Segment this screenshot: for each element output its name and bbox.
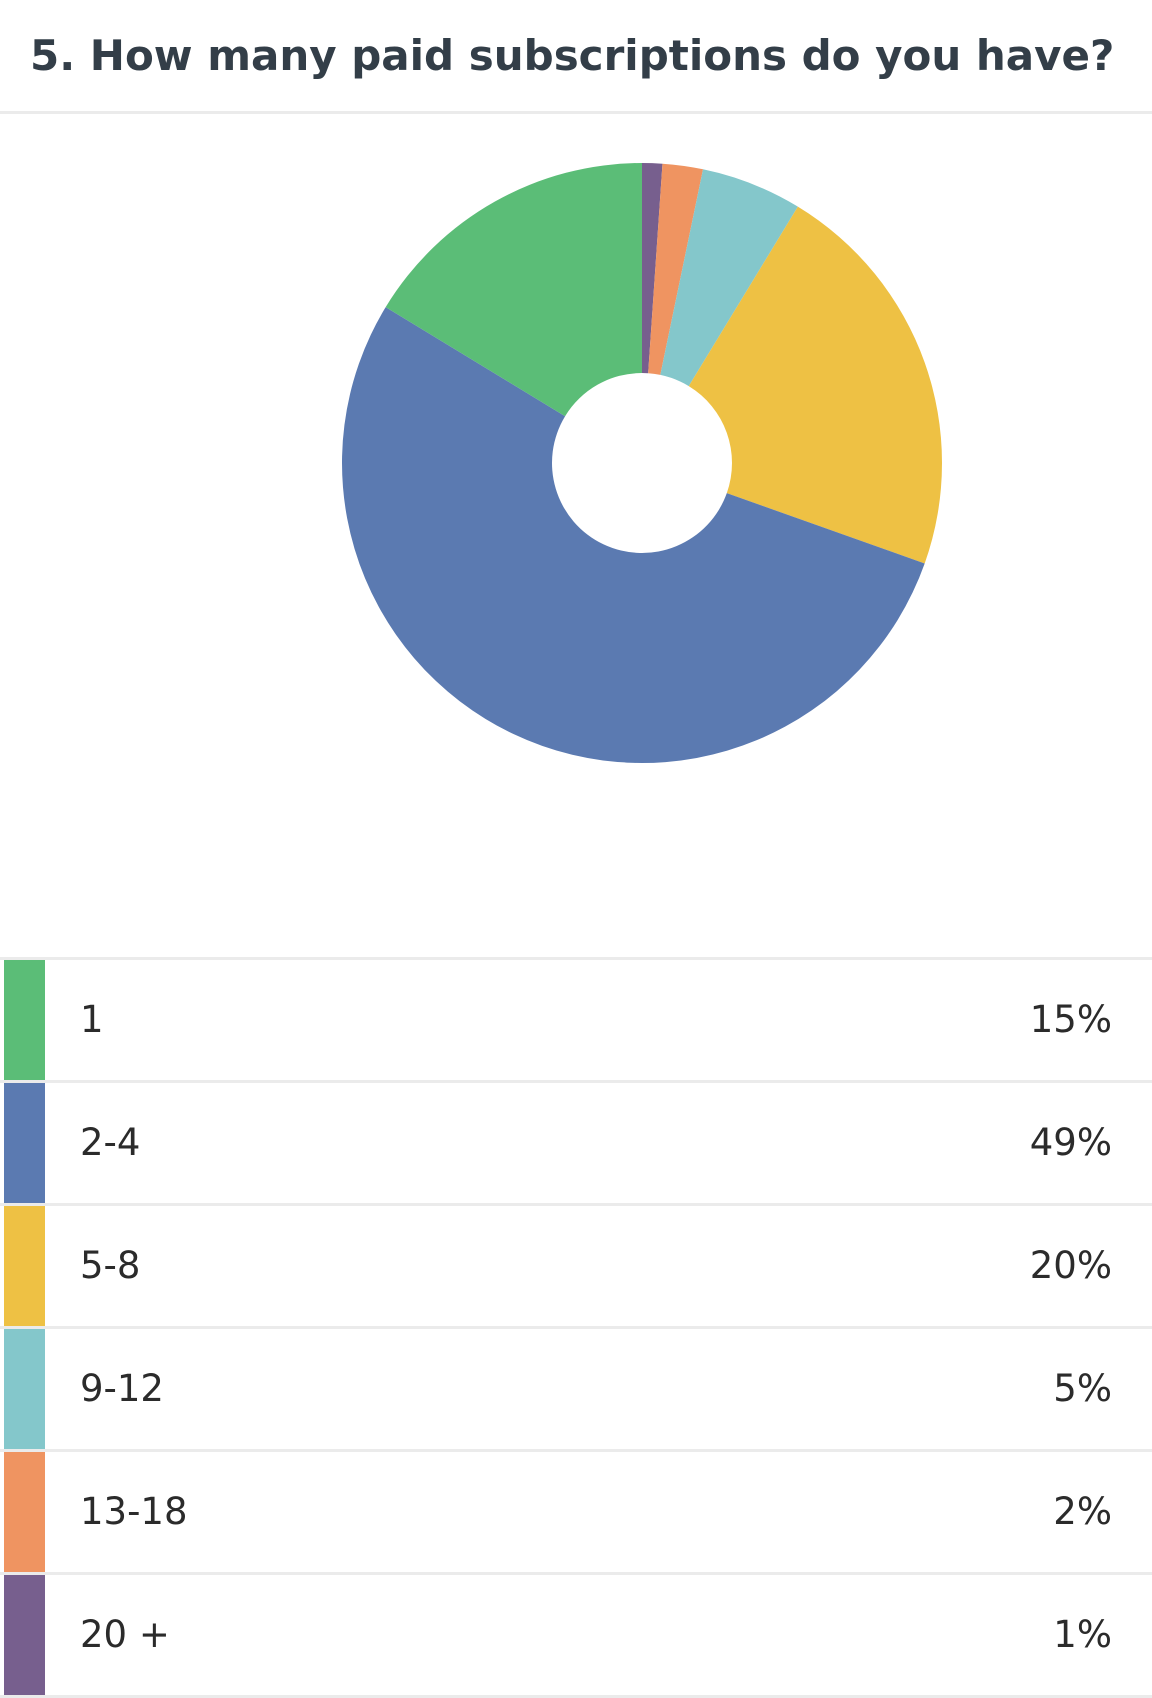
legend-label: 13-18 — [80, 1490, 188, 1533]
legend-swatch — [4, 1083, 45, 1203]
legend-label: 5-8 — [80, 1244, 141, 1287]
legend-value: 1% — [1053, 1613, 1112, 1656]
legend-label: 9-12 — [80, 1367, 164, 1410]
legend-label: 2-4 — [80, 1121, 141, 1164]
legend-row: 1 15% — [0, 960, 1152, 1083]
legend-row: 5-8 20% — [0, 1206, 1152, 1329]
legend-swatch — [4, 960, 45, 1080]
legend-value: 20% — [1029, 1244, 1112, 1287]
legend-value: 2% — [1053, 1490, 1112, 1533]
question-title: 5. How many paid subscriptions do you ha… — [30, 31, 1115, 80]
legend-swatch — [4, 1329, 45, 1449]
legend-row: 9-12 5% — [0, 1329, 1152, 1452]
legend-swatch — [4, 1206, 45, 1326]
legend-value: 15% — [1029, 998, 1112, 1041]
legend-row: 20 + 1% — [0, 1575, 1152, 1698]
donut-slice — [385, 163, 642, 417]
legend-table: 1 15% 2-4 49% 5-8 20% 9-12 5% 13-18 2% 20 + 1% — [0, 957, 1152, 1698]
legend-row: 2-4 49% — [0, 1083, 1152, 1206]
legend-value: 5% — [1053, 1367, 1112, 1410]
legend-swatch — [4, 1575, 45, 1695]
donut-slice — [648, 163, 704, 375]
donut-slice — [642, 163, 663, 374]
donut-slice — [688, 206, 942, 564]
legend-value: 49% — [1029, 1121, 1112, 1164]
legend-swatch — [4, 1452, 45, 1572]
legend-label: 20 + — [80, 1613, 170, 1656]
question-header: 5. How many paid subscriptions do you ha… — [0, 0, 1152, 114]
donut-slice — [342, 307, 925, 763]
donut-slices — [342, 163, 942, 763]
chart-area — [0, 117, 1152, 957]
donut-slice — [660, 169, 798, 387]
legend-row: 13-18 2% — [0, 1452, 1152, 1575]
donut-chart — [342, 163, 942, 763]
legend-label: 1 — [80, 998, 104, 1041]
